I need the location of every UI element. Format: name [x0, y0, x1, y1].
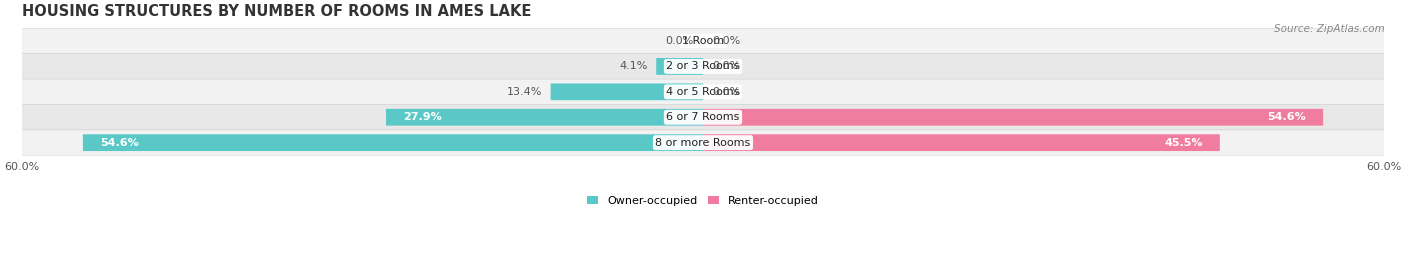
FancyBboxPatch shape	[703, 134, 1220, 151]
Text: 0.0%: 0.0%	[711, 61, 741, 72]
Text: 1 Room: 1 Room	[682, 36, 724, 46]
Text: 0.0%: 0.0%	[711, 87, 741, 97]
Text: 6 or 7 Rooms: 6 or 7 Rooms	[666, 112, 740, 122]
Text: 4 or 5 Rooms: 4 or 5 Rooms	[666, 87, 740, 97]
FancyBboxPatch shape	[21, 79, 1385, 105]
Legend: Owner-occupied, Renter-occupied: Owner-occupied, Renter-occupied	[582, 191, 824, 210]
Text: 0.0%: 0.0%	[711, 36, 741, 46]
FancyBboxPatch shape	[83, 134, 703, 151]
Text: 4.1%: 4.1%	[619, 61, 647, 72]
Text: Source: ZipAtlas.com: Source: ZipAtlas.com	[1274, 24, 1385, 34]
Text: 13.4%: 13.4%	[506, 87, 541, 97]
FancyBboxPatch shape	[703, 109, 1323, 126]
Text: 2 or 3 Rooms: 2 or 3 Rooms	[666, 61, 740, 72]
FancyBboxPatch shape	[21, 130, 1385, 155]
Text: 27.9%: 27.9%	[404, 112, 441, 122]
FancyBboxPatch shape	[21, 54, 1385, 79]
FancyBboxPatch shape	[387, 109, 703, 126]
Text: 0.0%: 0.0%	[665, 36, 695, 46]
Text: HOUSING STRUCTURES BY NUMBER OF ROOMS IN AMES LAKE: HOUSING STRUCTURES BY NUMBER OF ROOMS IN…	[21, 4, 531, 19]
FancyBboxPatch shape	[21, 28, 1385, 54]
FancyBboxPatch shape	[657, 58, 703, 75]
Text: 54.6%: 54.6%	[1267, 112, 1306, 122]
Text: 54.6%: 54.6%	[100, 138, 139, 148]
FancyBboxPatch shape	[21, 105, 1385, 130]
FancyBboxPatch shape	[551, 83, 703, 100]
Text: 8 or more Rooms: 8 or more Rooms	[655, 138, 751, 148]
Text: 45.5%: 45.5%	[1164, 138, 1202, 148]
